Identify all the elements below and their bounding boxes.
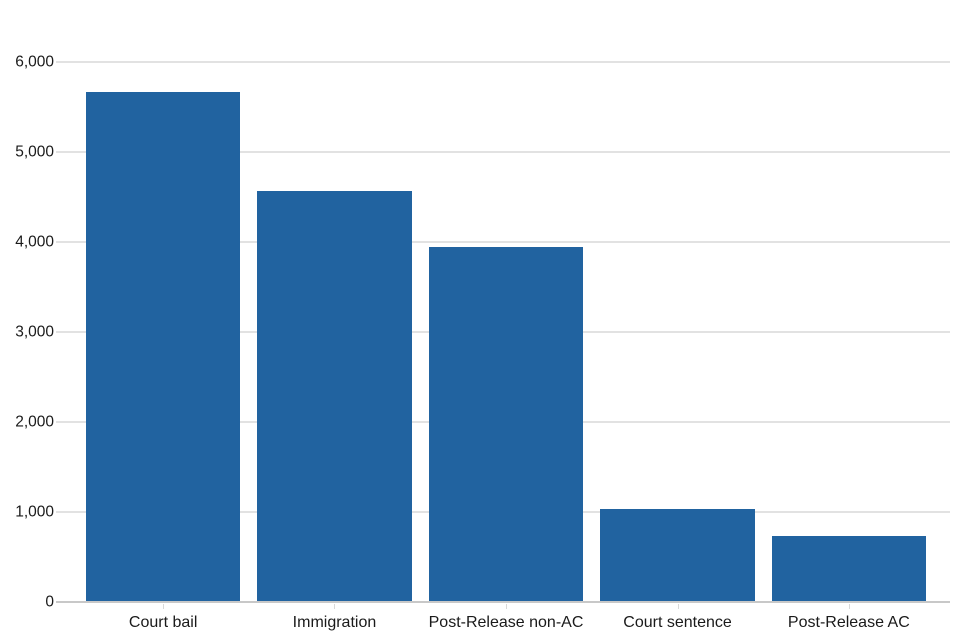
y-axis-tick-label: 5,000 <box>15 143 54 161</box>
y-axis-tick-label: 2,000 <box>15 413 54 431</box>
x-tick-mark <box>848 604 850 609</box>
bar <box>600 509 755 602</box>
x-axis: Court bail Immigration Post-Release non-AC… <box>62 604 950 632</box>
bar <box>771 536 927 602</box>
x-axis-category-label: Post-Release AC <box>772 604 926 632</box>
x-axis-category-label: Court bail <box>86 604 240 632</box>
y-axis-tick-label: 3,000 <box>15 323 54 341</box>
gridline <box>56 150 950 153</box>
y-axis: 0 1,000 2,000 3,000 4,000 5,000 6,000 <box>0 54 54 609</box>
gridline <box>56 61 950 63</box>
x-tick-mark <box>334 604 336 609</box>
x-axis-category-label: Court sentence <box>600 604 754 632</box>
x-axis-category-text: Post-Release non-AC <box>428 614 584 631</box>
x-axis-category-label: Post-Release non-AC <box>428 604 584 632</box>
x-axis-category-text: Court bail <box>128 614 198 631</box>
y-axis-tick-label: 0 <box>45 593 54 611</box>
bar <box>257 190 412 602</box>
y-axis-tick-label: 1,000 <box>15 503 54 521</box>
x-tick-mark <box>163 604 165 609</box>
gridline <box>56 240 950 243</box>
bar <box>86 91 241 602</box>
x-axis-line <box>56 601 950 603</box>
x-axis-category-label: Immigration <box>257 604 411 632</box>
y-axis-tick-label: 6,000 <box>15 53 54 71</box>
x-axis-category-text: Immigration <box>292 614 377 631</box>
x-tick-mark <box>506 604 507 609</box>
y-axis-tick-label: 4,000 <box>15 233 54 251</box>
x-axis-category-text: Post-Release AC <box>787 614 910 631</box>
x-axis-category-text: Court sentence <box>623 614 732 631</box>
bar-series <box>62 62 950 602</box>
x-tick-mark <box>677 604 679 609</box>
plot-area <box>56 61 950 603</box>
bar <box>428 246 584 602</box>
